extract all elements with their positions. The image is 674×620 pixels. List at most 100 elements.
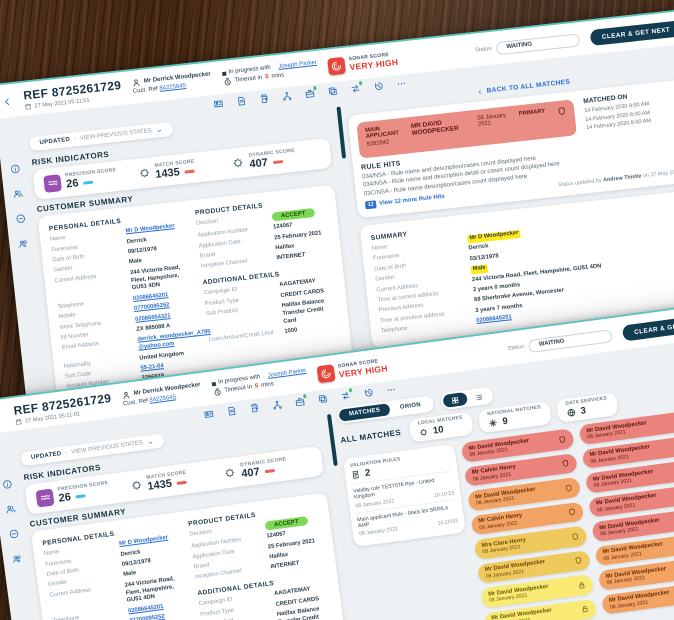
id-card-icon[interactable]: [213, 98, 224, 109]
tab-orion[interactable]: ORION: [399, 401, 422, 411]
rules-icon: [351, 470, 361, 480]
score-value: 26: [57, 491, 72, 505]
detail-value: Halifax: [268, 551, 289, 561]
transfer-icon[interactable]: [340, 390, 351, 401]
copy-icon[interactable]: [327, 86, 338, 97]
match-chip[interactable]: Mr David Woodpecker 08 January 2021: [467, 476, 581, 511]
progress-marker-icon: [211, 381, 216, 386]
stat-chip[interactable]: LOCAL MATCHES 10: [408, 411, 474, 443]
detail-value: 09/12/1978: [127, 246, 158, 256]
decision-badge: ACCEPT: [271, 208, 315, 222]
score-trend-dash: [184, 169, 195, 174]
score-indicator: DYNAMIC SCORE 407: [231, 145, 321, 173]
match-chip[interactable]: Mr David Woodpecker 08 January 2021: [483, 598, 598, 620]
chevron-down-icon: [155, 126, 163, 134]
applicant-ref: 9282842: [366, 139, 390, 148]
person-icon: [121, 390, 131, 400]
info-icon[interactable]: [10, 163, 21, 174]
score-icon: [35, 488, 55, 508]
summary-value: 02086645201: [476, 314, 513, 325]
updated-status-pill[interactable]: UPDATED - VIEW PREVIOUS STATES: [28, 121, 174, 152]
detail-value: Halifax Balance Transfer Credit Card: [281, 298, 325, 325]
detail-value: 02086654321: [134, 312, 171, 323]
match-banner[interactable]: MAIN APPLICANT 9282842 MR DAVID WOODPECKE…: [356, 99, 577, 159]
list-view-icon[interactable]: [466, 389, 492, 405]
print-icon[interactable]: [249, 402, 260, 413]
match-detail-card: MAIN APPLICANT 9282842 MR DAVID WOODPECKE…: [347, 77, 674, 219]
match-chip[interactable]: Mrs Clare Henry 08 January 2021: [473, 525, 588, 560]
updated-label: UPDATED: [39, 136, 71, 147]
match-status-icon: [564, 483, 573, 492]
stat-icon: [566, 408, 576, 418]
match-chip[interactable]: Mr David Woodpecker 08 January 2021: [480, 573, 594, 609]
progress-block: In progress with Joseph Parker Timeout i…: [221, 59, 318, 87]
group-icon[interactable]: [12, 553, 23, 564]
block-icon[interactable]: [15, 213, 26, 224]
detail-value: Male: [123, 570, 137, 579]
history-icon[interactable]: [373, 81, 384, 92]
validation-rule-time: 10:10:53: [437, 518, 459, 527]
match-chip[interactable]: Mr David Woodpecker 08 January 2021: [460, 428, 575, 463]
risk-score-card: PRECISION SCORE 26 MATCH SCORE 1435: [24, 445, 324, 515]
status-input[interactable]: WAITING: [495, 32, 581, 55]
detail-value: INTERNET: [276, 252, 306, 262]
history-icon[interactable]: [363, 387, 374, 398]
cust-ref-link[interactable]: 84225645: [149, 394, 177, 404]
risk-score-card: PRECISION SCORE 26 MATCH SCORE 1435: [32, 137, 333, 201]
back-chevron-icon: [476, 88, 484, 96]
briefcase-icon[interactable]: [294, 396, 305, 407]
match-chip[interactable]: Mr Calvin Henry 08 January 2021: [464, 452, 578, 487]
updated-status-pill[interactable]: UPDATED - VIEW PREVIOUS STATES: [20, 433, 165, 467]
id-card-icon[interactable]: [203, 409, 214, 420]
stat-chip[interactable]: DATA SERVICES 3: [555, 392, 619, 423]
timeout-value: 5: [254, 383, 259, 390]
note-icon[interactable]: [236, 96, 247, 107]
clear-get-next-label: CLEAR & GET NEXT: [601, 25, 671, 41]
clear-get-next-button[interactable]: CLEAR & GET NEXT: [590, 18, 674, 46]
back-to-all-matches-link[interactable]: BACK TO ALL MATCHES: [346, 64, 674, 109]
case-toolbar: [0, 41, 674, 134]
transfer-icon[interactable]: [350, 83, 361, 94]
detail-value: 124067: [266, 531, 287, 540]
info-icon[interactable]: [2, 479, 13, 490]
match-status-icon: [580, 605, 589, 614]
note-icon[interactable]: [226, 405, 237, 416]
clear-get-next-button[interactable]: CLEAR & GET NEXT: [622, 311, 674, 342]
window-header: REF 8725261729 27 May 2021 05:11:01 Mr D…: [0, 301, 674, 435]
tab-matches[interactable]: MATCHES: [338, 402, 391, 422]
print-icon[interactable]: [259, 93, 270, 104]
stat-chip[interactable]: NATIONAL MATCHES 9: [477, 401, 553, 434]
score-icon: [130, 479, 143, 492]
timeout-value: 5: [264, 74, 269, 81]
timer-icon: [222, 77, 232, 87]
score-value: 407: [240, 465, 261, 481]
progress-block: In progress with Joseph Parker Timeout i…: [211, 367, 308, 398]
score-value: 1435: [154, 166, 181, 181]
block-icon[interactable]: [8, 528, 19, 539]
match-chip[interactable]: Mr David Woodpecker 08 January 2021: [477, 549, 591, 584]
users-icon[interactable]: [5, 504, 16, 515]
back-icon[interactable]: [1, 95, 13, 107]
back-icon[interactable]: [0, 411, 4, 423]
status-input[interactable]: WAITING: [528, 328, 614, 353]
briefcase-icon[interactable]: [304, 88, 315, 99]
more-icon[interactable]: [396, 78, 407, 89]
score-indicator: MATCH SCORE 1435: [137, 155, 227, 183]
more-icon[interactable]: [386, 384, 397, 395]
hierarchy-icon[interactable]: [282, 91, 293, 102]
stat-icon: [419, 427, 429, 437]
group-icon[interactable]: [18, 238, 29, 249]
matches-tabs-row: MATCHES ORION: [336, 354, 674, 424]
hierarchy-icon[interactable]: [272, 399, 283, 410]
cust-ref-link[interactable]: 84225645: [159, 83, 187, 92]
match-status-icon: [574, 556, 583, 565]
users-icon[interactable]: [13, 188, 24, 199]
validation-rules-card: VALIDATION RULES 2 Validity rule TEST078…: [342, 443, 466, 547]
grid-view-icon[interactable]: [441, 391, 468, 409]
match-status-icon: [568, 508, 577, 517]
copy-icon[interactable]: [317, 393, 328, 404]
detail-value: INTERNET: [270, 560, 300, 571]
match-chip[interactable]: Mr Calvin Henry 08 January 2021: [470, 501, 585, 536]
timer-icon: [212, 387, 222, 397]
score-indicator: MATCH SCORE 1435: [129, 465, 219, 495]
